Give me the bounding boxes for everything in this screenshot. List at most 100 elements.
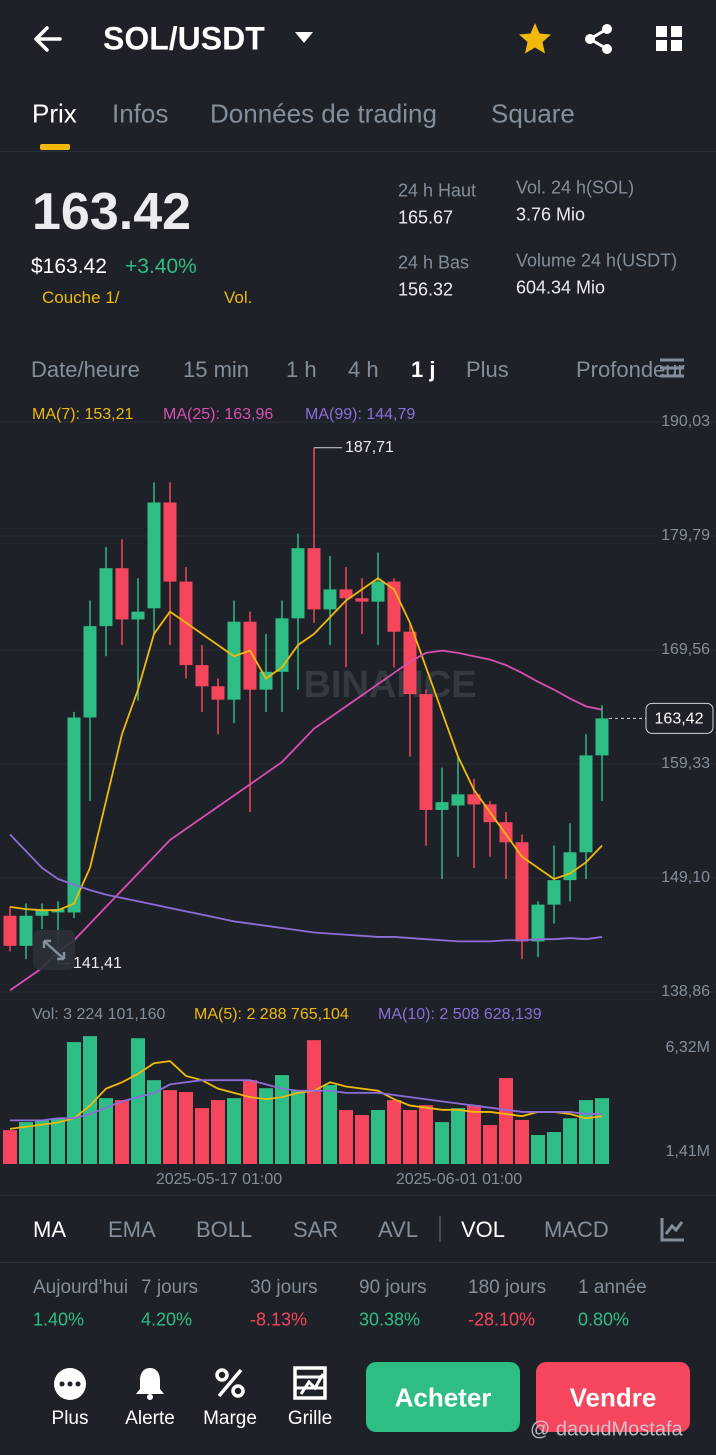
indicator-tab[interactable]: MACD bbox=[544, 1217, 609, 1242]
volume-bar bbox=[355, 1115, 369, 1164]
interval[interactable]: 1 h bbox=[286, 357, 317, 382]
candle-body bbox=[227, 621, 241, 700]
candle-body bbox=[67, 717, 81, 913]
ma-legend: MA(99): 144,79 bbox=[305, 406, 415, 423]
interval[interactable]: Profondeur bbox=[576, 357, 685, 382]
candle-body bbox=[339, 589, 353, 599]
candle-body bbox=[531, 904, 545, 942]
candle-body bbox=[115, 568, 129, 620]
back-button[interactable] bbox=[32, 24, 64, 54]
volume-bar bbox=[515, 1119, 529, 1164]
sell-button[interactable] bbox=[536, 1362, 690, 1432]
candle-body bbox=[243, 621, 257, 690]
interval[interactable]: Date/heure bbox=[31, 357, 140, 382]
stat-value: 604.34 Mio bbox=[516, 277, 606, 298]
interval[interactable]: 15 min bbox=[183, 357, 250, 382]
candle-body bbox=[579, 755, 593, 853]
volume-bar bbox=[371, 1110, 385, 1164]
ma-line bbox=[9, 649, 603, 992]
y-tick-label: 169,56 bbox=[661, 641, 710, 658]
toolbar-label[interactable]: Plus bbox=[51, 1408, 89, 1429]
divider bbox=[0, 151, 716, 152]
chart-watermark: BINANCE bbox=[303, 664, 476, 706]
x-tick-label: 2025-05-17 01:00 bbox=[156, 1171, 282, 1188]
margin-icon[interactable] bbox=[213, 1366, 247, 1400]
volume-link[interactable]: Vol. bbox=[224, 288, 253, 307]
period-value: 0.80% bbox=[578, 1309, 630, 1330]
candle-body bbox=[499, 822, 513, 843]
alert-icon[interactable] bbox=[133, 1366, 167, 1400]
candle-body bbox=[211, 686, 225, 700]
share-button[interactable] bbox=[583, 23, 615, 55]
volume-bar bbox=[387, 1100, 401, 1164]
candle-body bbox=[147, 502, 161, 609]
candle-body bbox=[563, 852, 577, 881]
candle-body bbox=[307, 548, 321, 610]
volume-bar bbox=[531, 1134, 545, 1164]
last-price-box bbox=[645, 702, 714, 734]
toolbar-label[interactable]: Grille bbox=[287, 1408, 333, 1429]
ma-line bbox=[9, 833, 603, 943]
buy-button[interactable] bbox=[366, 1362, 520, 1432]
tab[interactable]: Infos bbox=[112, 98, 169, 129]
candle-body bbox=[323, 589, 337, 610]
pair-dropdown[interactable] bbox=[294, 31, 314, 45]
y-tick-label: 138,86 bbox=[661, 983, 710, 1000]
period-label: 7 jours bbox=[141, 1277, 199, 1298]
tab[interactable]: Square bbox=[491, 98, 575, 129]
ma-line bbox=[10, 1079, 602, 1122]
menu-grid[interactable] bbox=[655, 25, 685, 53]
last-price: 163.42 bbox=[32, 183, 192, 241]
volume-bar bbox=[195, 1108, 209, 1164]
layer-tag[interactable]: Couche 1/ bbox=[42, 288, 120, 307]
candle-body bbox=[547, 880, 561, 905]
tab[interactable]: Données de trading bbox=[210, 98, 437, 129]
stat-label: Volume 24 h(USDT) bbox=[516, 250, 678, 271]
indicator-settings[interactable] bbox=[660, 1216, 686, 1242]
indicator-tab[interactable]: SAR bbox=[293, 1217, 339, 1242]
volume-bar bbox=[211, 1100, 225, 1164]
candle-body bbox=[355, 598, 369, 602]
indicator-tab[interactable]: EMA bbox=[108, 1217, 156, 1242]
candle-body bbox=[3, 915, 17, 946]
volume-ma-legend: MA(5): 2 288 765,104 bbox=[194, 1006, 349, 1023]
stat-value: 165.67 bbox=[398, 207, 454, 228]
pair-title[interactable]: SOL/USDT bbox=[103, 20, 265, 57]
indicator-tab[interactable]: AVL bbox=[378, 1217, 418, 1242]
interval[interactable]: Plus bbox=[466, 357, 509, 382]
grid-icon[interactable] bbox=[293, 1366, 327, 1400]
candle-body bbox=[403, 631, 417, 695]
tab[interactable]: Prix bbox=[32, 98, 77, 129]
interval[interactable]: 1 j bbox=[411, 357, 436, 382]
indicator-tab[interactable]: VOL bbox=[461, 1217, 506, 1242]
indicator-tab[interactable]: BOLL bbox=[196, 1217, 253, 1242]
candle-body bbox=[419, 694, 433, 810]
volume-bar bbox=[547, 1132, 561, 1164]
volume-bar bbox=[291, 1090, 305, 1164]
candle-body bbox=[595, 718, 609, 756]
candle-body bbox=[195, 665, 209, 687]
favorite-star[interactable] bbox=[518, 22, 552, 54]
buy-label[interactable]: Acheter bbox=[394, 1382, 492, 1413]
volume-bar bbox=[99, 1098, 113, 1164]
candle-body bbox=[467, 794, 481, 805]
sell-label[interactable]: Vendre bbox=[569, 1382, 657, 1413]
stat-label: 24 h Bas bbox=[398, 252, 470, 273]
toolbar-label[interactable]: Alerte bbox=[125, 1408, 175, 1429]
period-label: Aujourd’hui bbox=[33, 1277, 129, 1298]
candle-body bbox=[371, 581, 385, 602]
volume-bar bbox=[147, 1080, 161, 1164]
volume-bar bbox=[3, 1130, 17, 1164]
interval[interactable]: 4 h bbox=[348, 357, 379, 382]
volume-bar bbox=[339, 1110, 353, 1164]
volume-bar bbox=[259, 1088, 273, 1164]
volume-bar bbox=[131, 1038, 145, 1164]
depth-icon[interactable] bbox=[658, 356, 686, 382]
indicator-tab[interactable]: MA bbox=[33, 1217, 66, 1242]
more-icon[interactable] bbox=[52, 1366, 88, 1402]
stat-label: 24 h Haut bbox=[398, 180, 477, 201]
x-tick-label: 2025-06-01 01:00 bbox=[396, 1171, 522, 1188]
toolbar-label[interactable]: Marge bbox=[203, 1408, 257, 1429]
last-price-label: 163,42 bbox=[655, 711, 704, 728]
